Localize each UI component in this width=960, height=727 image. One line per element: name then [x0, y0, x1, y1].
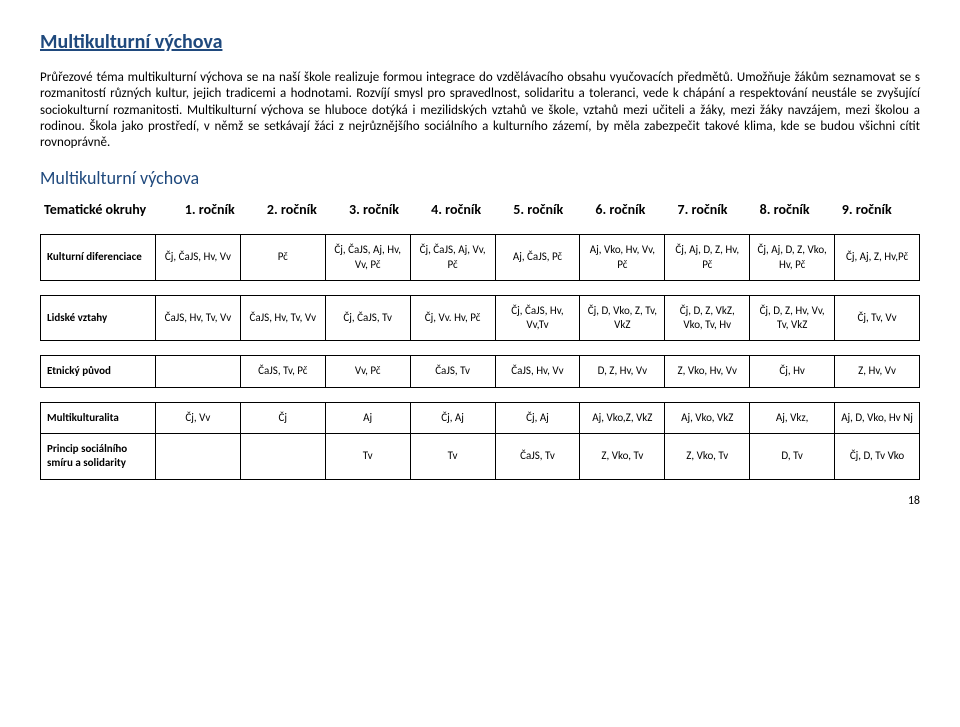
column-header: 4. ročník: [427, 199, 509, 220]
data-cell: Čj, Aj, D, Z, Hv, Pč: [665, 235, 750, 281]
data-cell: ČaJS, Hv, Tv, Vv: [240, 295, 325, 341]
data-cell: Čj, ČaJS, Tv: [325, 295, 410, 341]
data-cell: Aj, D, Vko, Hv Nj: [835, 402, 920, 433]
data-cell: Aj, Vko, VkZ: [665, 402, 750, 433]
data-cell: Čj, Aj, Z, Hv,Pč: [835, 235, 920, 281]
data-cell: ČaJS, Hv, Tv, Vv: [155, 295, 240, 341]
column-header: 5. ročník: [509, 199, 591, 220]
data-cell: Aj: [325, 402, 410, 433]
row-label: Multikulturalita: [41, 402, 156, 433]
data-cell: Čj, D, Tv Vko: [835, 434, 920, 480]
table-row: Princip sociálního smíru a solidarity TvT…: [41, 434, 920, 480]
data-cell: [155, 356, 240, 387]
data-cell: Tv: [325, 434, 410, 480]
data-cell: Z, Vko, Tv: [665, 434, 750, 480]
data-cell: Aj, Vko,Z, VkZ: [580, 402, 665, 433]
table-row: Kulturní diferenciaceČj, ČaJS, Hv, VvPčČ…: [41, 235, 920, 281]
data-cell: Čj, Aj, D, Z, Vko, Hv, Pč: [750, 235, 835, 281]
page-number: 18: [40, 494, 920, 508]
row-label: Lidské vztahy: [41, 295, 156, 341]
data-cell: Čj, Tv, Vv: [835, 295, 920, 341]
column-header: 8. ročník: [756, 199, 838, 220]
data-cell: [155, 434, 240, 480]
data-cell: Z, Vko, Tv: [580, 434, 665, 480]
column-header: 3. ročník: [345, 199, 427, 220]
column-header: 2. ročník: [263, 199, 345, 220]
data-cell: ČaJS, Tv: [410, 356, 495, 387]
data-cell: Čj, ČaJS, Hv, Vv,Tv: [495, 295, 580, 341]
column-header: 6. ročník: [591, 199, 673, 220]
column-headers: Tematické okruhy1. ročník2. ročník3. roč…: [40, 199, 920, 220]
data-cell: Tv: [410, 434, 495, 480]
data-cell: Čj, ČaJS, Aj, Vv, Pč: [410, 235, 495, 281]
data-cell: Čj, Vv: [155, 402, 240, 433]
data-cell: Čj, ČaJS, Hv, Vv: [155, 235, 240, 281]
data-cell: Čj, Hv: [750, 356, 835, 387]
data-cell: Čj, ČaJS, Aj, Hv, Vv, Pč: [325, 235, 410, 281]
column-header: 7. ročník: [674, 199, 756, 220]
data-cell: ČaJS, Hv, Vv: [495, 356, 580, 387]
data-cell: Čj, Aj: [495, 402, 580, 433]
row-label: Etnický původ: [41, 356, 156, 387]
data-cell: Pč: [240, 235, 325, 281]
data-cell: Čj, Aj: [410, 402, 495, 433]
data-table: Kulturní diferenciaceČj, ČaJS, Hv, VvPčČ…: [40, 234, 920, 281]
data-cell: Čj, D, Z, VkZ, Vko, Tv, Hv: [665, 295, 750, 341]
data-cell: ČaJS, Tv: [495, 434, 580, 480]
intro-paragraph: Průřezové téma multikulturní výchova se …: [40, 70, 920, 151]
column-header: 9. ročník: [838, 199, 920, 220]
page-title: Multikulturní výchova: [40, 30, 920, 54]
data-cell: Čj, Vv. Hv, Pč: [410, 295, 495, 341]
data-cell: Čj: [240, 402, 325, 433]
data-cell: [240, 434, 325, 480]
data-table: Etnický původČaJS, Tv, PčVv, PčČaJS, TvČ…: [40, 355, 920, 387]
data-cell: Aj, Vko, Hv, Vv, Pč: [580, 235, 665, 281]
data-cell: Z, Vko, Hv, Vv: [665, 356, 750, 387]
data-cell: Aj, Vkz,: [750, 402, 835, 433]
data-cell: D, Tv: [750, 434, 835, 480]
data-cell: ČaJS, Tv, Pč: [240, 356, 325, 387]
data-cell: Vv, Pč: [325, 356, 410, 387]
column-header: 1. ročník: [181, 199, 263, 220]
table-row: Etnický původČaJS, Tv, PčVv, PčČaJS, TvČ…: [41, 356, 920, 387]
table-row: MultikulturalitaČj, VvČjAjČj, AjČj, AjAj…: [41, 402, 920, 433]
data-cell: Čj, D, Vko, Z, Tv, VkZ: [580, 295, 665, 341]
data-table: Lidské vztahyČaJS, Hv, Tv, VvČaJS, Hv, T…: [40, 295, 920, 342]
row-label: Princip sociálního smíru a solidarity: [41, 434, 156, 480]
column-header: Tematické okruhy: [40, 199, 181, 220]
data-cell: Z, Hv, Vv: [835, 356, 920, 387]
section-subtitle: Multikulturní výchova: [40, 167, 920, 189]
data-cell: Aj, ČaJS, Pč: [495, 235, 580, 281]
data-cell: Čj, D, Z, Hv, Vv, Tv, VkZ: [750, 295, 835, 341]
data-table: MultikulturalitaČj, VvČjAjČj, AjČj, AjAj…: [40, 402, 920, 480]
row-label: Kulturní diferenciace: [41, 235, 156, 281]
data-cell: D, Z, Hv, Vv: [580, 356, 665, 387]
table-row: Lidské vztahyČaJS, Hv, Tv, VvČaJS, Hv, T…: [41, 295, 920, 341]
